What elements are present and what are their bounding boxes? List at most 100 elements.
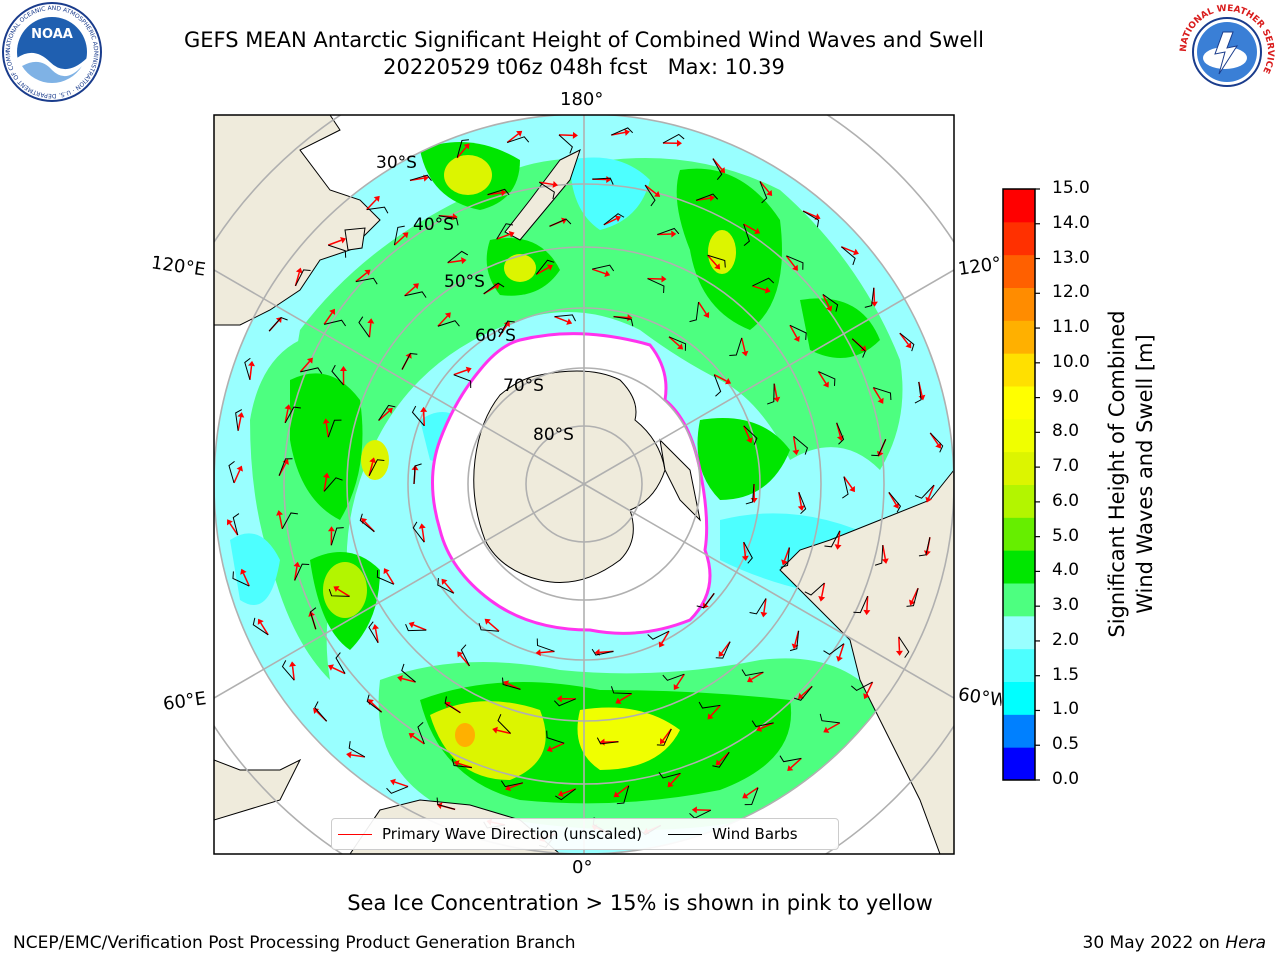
wave-arrow-head bbox=[453, 760, 460, 767]
colorbar-tick-label: 11.0 bbox=[1052, 317, 1090, 338]
wind-barb bbox=[386, 786, 409, 794]
wave-arrow-head bbox=[667, 781, 674, 788]
wave-arrow-head bbox=[284, 404, 292, 410]
wave-arrow bbox=[872, 387, 882, 400]
wind-barb bbox=[330, 527, 344, 546]
wave-arrow-head bbox=[863, 609, 871, 616]
wave-arrow-head bbox=[691, 806, 697, 814]
wave-arrow-head bbox=[369, 457, 377, 464]
wind-barb bbox=[851, 338, 866, 358]
wave-arrow bbox=[421, 528, 425, 543]
wave-arrow-head bbox=[327, 526, 335, 532]
wave-arrow bbox=[540, 650, 555, 654]
wave-arrow bbox=[444, 582, 455, 594]
wave-arrow bbox=[355, 272, 368, 283]
wave-arrow-head bbox=[707, 713, 714, 720]
wave-arrow bbox=[865, 681, 874, 695]
lat-label-50s: 50°S bbox=[444, 272, 485, 292]
wave-arrow bbox=[437, 315, 448, 327]
colorbar-tick-label: 3.0 bbox=[1052, 595, 1080, 616]
colorbar-cell bbox=[1003, 615, 1035, 650]
wind-barb bbox=[417, 721, 425, 745]
wave-arrow-head bbox=[327, 664, 334, 671]
wave-arrow-head bbox=[935, 442, 942, 449]
wave-arrow bbox=[456, 146, 467, 159]
colorbar-cell bbox=[1003, 287, 1035, 321]
wave-arrow-head bbox=[624, 128, 630, 136]
wind-barb bbox=[898, 636, 910, 658]
wave-arrow bbox=[644, 184, 657, 195]
wind-barb bbox=[366, 206, 389, 214]
wave-arrow-head bbox=[535, 649, 541, 657]
wave-arrow bbox=[368, 323, 372, 338]
wave-arrow bbox=[783, 547, 791, 561]
wave-arrow-head bbox=[797, 505, 805, 511]
wave-arrow bbox=[401, 677, 416, 683]
wind-barb bbox=[899, 332, 915, 352]
wave-arrow bbox=[447, 259, 462, 264]
wind-barb bbox=[707, 254, 726, 268]
wind-barb bbox=[789, 630, 800, 652]
wave-arrow bbox=[591, 268, 606, 275]
wind-barb bbox=[698, 701, 721, 709]
wave-arrow bbox=[496, 233, 511, 240]
wave-arrow-head bbox=[276, 510, 283, 516]
nws-logo: NATIONAL WEATHER SERVICE bbox=[1178, 3, 1276, 101]
wind-barb bbox=[906, 588, 919, 607]
wave-arrow bbox=[332, 666, 346, 675]
wind-barb bbox=[376, 570, 395, 585]
wave-arrow bbox=[827, 722, 841, 731]
wind-barb bbox=[368, 459, 385, 477]
wave-arrow-head bbox=[742, 792, 749, 799]
wave-arrow-head bbox=[756, 725, 763, 732]
wave-arrow bbox=[487, 621, 500, 632]
wind-barb bbox=[823, 643, 845, 656]
wave-arrow-head bbox=[849, 486, 855, 493]
wind-barb bbox=[314, 701, 328, 722]
wave-arrow bbox=[496, 729, 511, 735]
wind-barb bbox=[535, 259, 555, 275]
wind-barb bbox=[657, 227, 680, 236]
colorbar-tick-label: 6.0 bbox=[1052, 490, 1080, 511]
wave-arrow-head bbox=[346, 751, 352, 759]
wind-barb bbox=[592, 177, 614, 185]
wave-arrow-head bbox=[293, 561, 301, 568]
latitude-labels: 30°S 40°S 50°S 60°S 70°S 80°S bbox=[376, 153, 574, 445]
wind-barb bbox=[331, 364, 344, 386]
wave-arrow bbox=[721, 641, 731, 654]
wave-arrow-head bbox=[660, 738, 666, 745]
wind-barb bbox=[818, 371, 836, 386]
wave-arrow bbox=[750, 671, 764, 681]
colorbar-tick-label: 4.0 bbox=[1052, 560, 1080, 581]
wave-arrow-head bbox=[383, 568, 390, 575]
wind-barb bbox=[496, 223, 514, 240]
map-legend: Primary Wave Direction (unscaled) Wind B… bbox=[331, 818, 839, 850]
wind-barb bbox=[438, 215, 459, 226]
wave-arrow-head bbox=[852, 248, 859, 256]
wind-barb bbox=[404, 291, 427, 298]
wave-arrow-head bbox=[402, 232, 409, 239]
wave-arrow-head bbox=[408, 733, 415, 739]
colorbar-cell bbox=[1003, 418, 1035, 453]
wave-arrow-head bbox=[654, 191, 661, 197]
wave-arrow-head bbox=[658, 641, 665, 648]
wave-arrow bbox=[327, 239, 342, 246]
wave-arrow-head bbox=[661, 275, 667, 283]
wind-barb bbox=[591, 648, 614, 656]
wind-barb bbox=[888, 492, 902, 513]
wave-arrow bbox=[412, 735, 425, 745]
colorbar-cell bbox=[1003, 747, 1035, 781]
wind-barb bbox=[309, 607, 317, 630]
wind-barb bbox=[749, 598, 767, 615]
wave-arrow-head bbox=[714, 263, 721, 270]
colorbar-tick-label: 12.0 bbox=[1052, 282, 1090, 303]
wind-barb bbox=[366, 694, 382, 713]
wind-barb bbox=[610, 686, 632, 695]
wave-arrow-head bbox=[823, 726, 830, 733]
wave-arrow-head bbox=[282, 458, 289, 465]
wave-arrow-head bbox=[236, 465, 243, 472]
footer-date-text: 30 May 2022 on bbox=[1082, 933, 1226, 953]
wave-arrow-head bbox=[627, 314, 633, 322]
wind-barb bbox=[914, 381, 922, 404]
wave-arrow bbox=[350, 754, 366, 758]
